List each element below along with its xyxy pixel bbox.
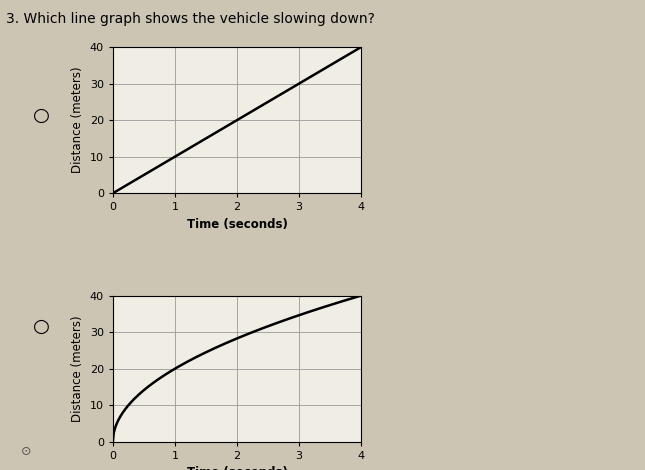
Text: ○: ○ <box>34 317 50 336</box>
X-axis label: Time (seconds): Time (seconds) <box>186 218 288 231</box>
Y-axis label: Distance (meters): Distance (meters) <box>71 67 84 173</box>
Text: ○: ○ <box>34 106 50 125</box>
X-axis label: Time (seconds): Time (seconds) <box>186 466 288 470</box>
Text: 3. Which line graph shows the vehicle slowing down?: 3. Which line graph shows the vehicle sl… <box>6 12 375 26</box>
Y-axis label: Distance (meters): Distance (meters) <box>71 315 84 422</box>
Text: ⊙: ⊙ <box>21 445 31 458</box>
